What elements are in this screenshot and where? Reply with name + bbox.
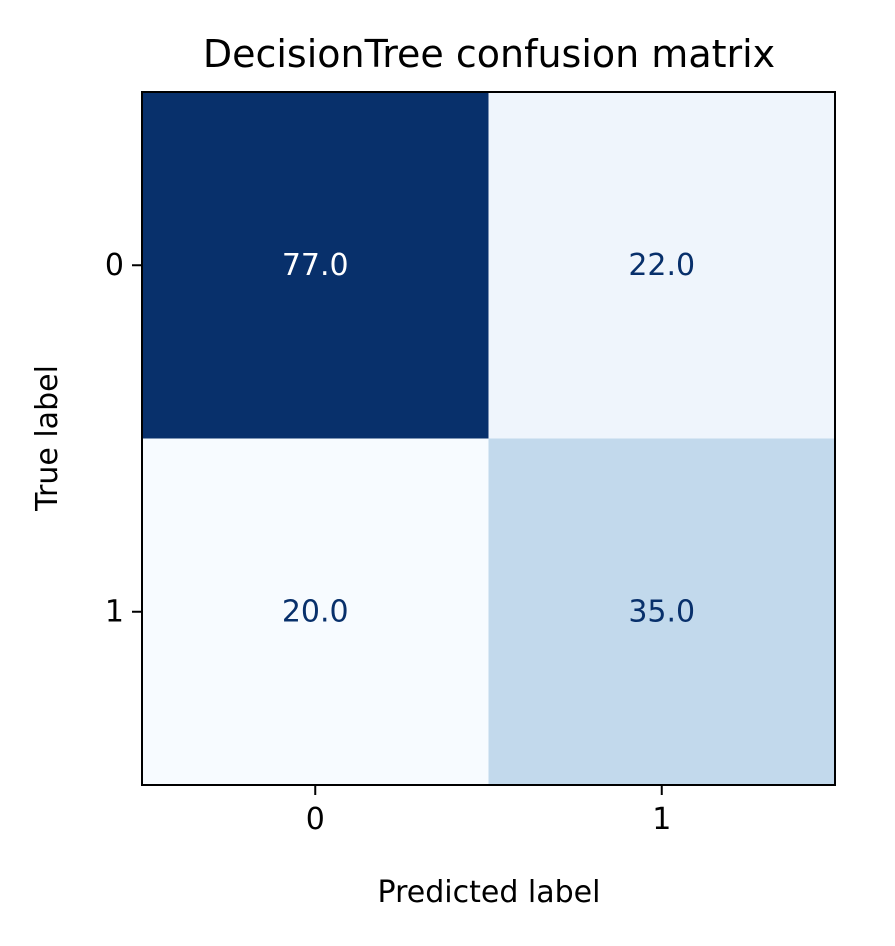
y-tick-label-1: 1 xyxy=(105,594,124,629)
cell-value-label-0-0: 77.0 xyxy=(282,248,349,283)
y-axis-label: True label xyxy=(30,365,65,512)
cell-value-label-0-1: 22.0 xyxy=(628,248,695,283)
chart-title: DecisionTree confusion matrix xyxy=(203,32,775,76)
heatmap-cell-0-1 xyxy=(488,92,835,439)
heatmap-cell-1-1 xyxy=(488,438,835,785)
x-tick-label-0: 0 xyxy=(306,802,325,837)
y-axis-ticks: 01 xyxy=(105,248,142,629)
x-axis-label: Predicted label xyxy=(378,875,601,910)
cell-value-label-1-1: 35.0 xyxy=(628,594,695,629)
heatmap-cell-1-0 xyxy=(142,438,489,785)
x-tick-label-1: 1 xyxy=(652,802,671,837)
cell-value-label-1-0: 20.0 xyxy=(282,594,349,629)
cell-value-labels: 77.0 22.0 20.0 35.0 xyxy=(282,248,695,630)
heatmap-cells xyxy=(142,92,835,785)
plot-frame xyxy=(141,91,836,786)
y-tick-label-0: 0 xyxy=(105,248,124,283)
heatmap-cell-0-0 xyxy=(142,92,489,439)
